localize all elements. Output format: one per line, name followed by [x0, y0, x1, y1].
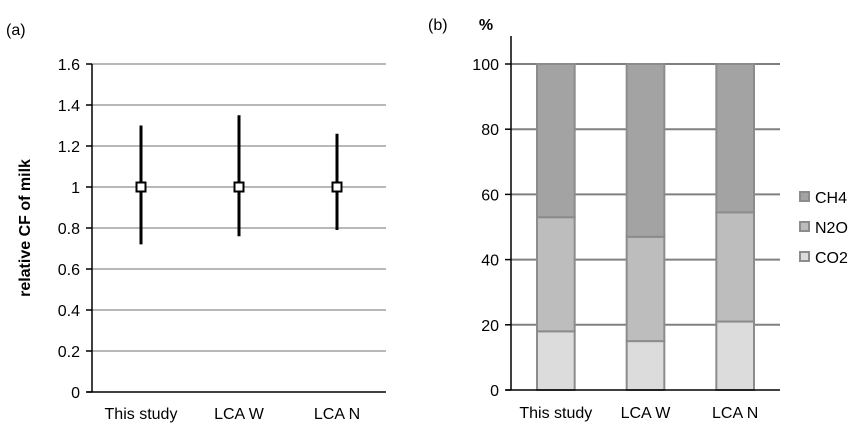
panel-a-y-axis-label: relative CF of milk	[17, 159, 34, 297]
panel-b-y-tick-label: 60	[481, 187, 499, 204]
panel-a-y-tick-label: 1.4	[58, 98, 80, 115]
panel-b-stacked-bars	[536, 63, 755, 392]
panel-a-value-marker	[135, 181, 147, 193]
panel-b-x-tick-label: LCA N	[712, 405, 758, 422]
panel-a-label: (a)	[6, 22, 26, 39]
panel-b-label: (b)	[428, 17, 448, 34]
panel-b-legend-swatch-ch4	[799, 191, 810, 202]
panel-b-y-tick-label: 20	[481, 318, 499, 335]
panel-b-legend-swatch-n2o	[799, 221, 810, 232]
panel-a-y-tick-label: 1.2	[58, 139, 80, 156]
panel-b-bar-n2o-segment	[536, 216, 576, 333]
panel-a-x-tick-label: This study	[105, 406, 178, 423]
panel-b-bar-co2-segment	[625, 340, 666, 392]
panel-b-y-tick-label: 0	[490, 383, 499, 400]
panel-a-x-tick-label: LCA N	[314, 406, 360, 423]
panel-b-legend-label-co2: CO2	[815, 250, 848, 267]
panel-a-y-tick-label: 1.6	[58, 57, 80, 74]
panel-a-x-labels: This study LCA W LCA N	[105, 406, 361, 423]
panel-a-y-tick-label: 0.8	[58, 221, 80, 238]
panel-a-y-tick-label: 0.6	[58, 262, 80, 279]
panel-b-bar-n2o-segment	[625, 235, 666, 343]
panel-b-bar-co2-segment	[715, 320, 755, 392]
panel-a-relative-cf-chart: (a) relative CF of milk 0 0.2 0.4 0.6 0.8 1 1.…	[6, 22, 386, 423]
panel-a-x-tick-label: LCA W	[214, 406, 265, 423]
panel-b-bar-n2o-segment	[715, 211, 755, 323]
panel-b-legend: CH4 N2O CO2	[799, 190, 848, 267]
panel-b-bar-ch4-segment	[536, 63, 576, 219]
panel-a-y-tick-label: 0.4	[58, 303, 80, 320]
panel-b-y-axis-label: %	[479, 17, 493, 34]
panel-b-bar-ch4-segment	[715, 63, 755, 214]
panel-b-x-tick-label: This study	[519, 405, 592, 422]
panel-b-legend-swatch-co2	[799, 251, 810, 262]
panel-b-x-tick-label: LCA W	[621, 405, 672, 422]
panel-b-legend-label-n2o: N2O	[815, 220, 848, 237]
panel-a-y-ticks: 0 0.2 0.4 0.6 0.8 1 1.2 1.4 1.6	[58, 57, 92, 402]
panel-a-error-bars	[135, 115, 343, 245]
panel-b-y-ticks: 0 20 40 60 80 100	[472, 57, 511, 400]
panel-b-bar-co2-segment	[536, 330, 576, 392]
panel-b-bar-ch4-segment	[625, 63, 666, 238]
panel-a-y-tick-label: 1	[71, 180, 80, 197]
panel-a-y-tick-label: 0	[71, 385, 80, 402]
panel-b-x-labels: This study LCA W LCA N	[519, 405, 758, 422]
panel-b-y-tick-label: 40	[481, 253, 499, 270]
panel-a-value-marker	[233, 181, 245, 193]
panel-a-y-tick-label: 0.2	[58, 344, 80, 361]
panel-b-legend-label-ch4: CH4	[815, 190, 847, 207]
panel-b-y-tick-label: 80	[481, 122, 499, 139]
panel-a-value-marker	[331, 181, 343, 193]
panel-b-y-tick-label: 100	[472, 57, 499, 74]
